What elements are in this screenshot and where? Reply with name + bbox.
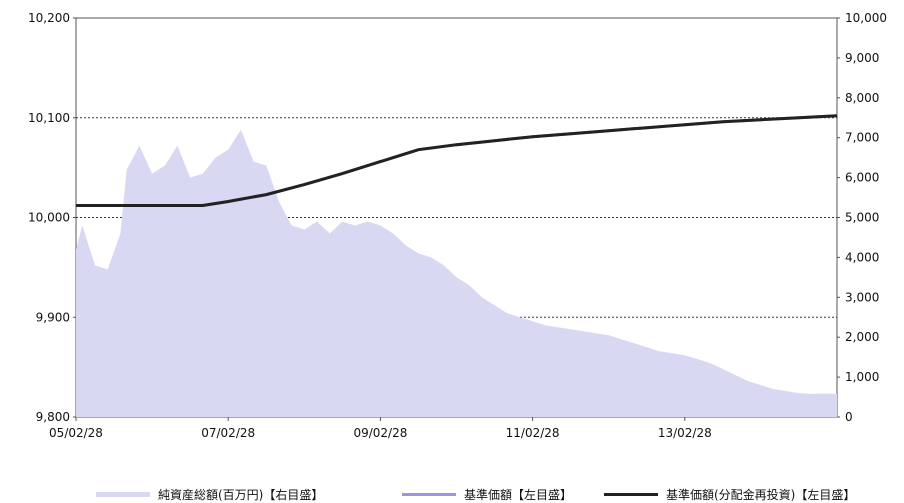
legend-swatch-area — [96, 491, 150, 497]
legend-label-net-assets: 純資産総額(百万円)【右目盛】 — [158, 487, 324, 502]
legend: 純資産総額(百万円)【右目盛】 基準価額【左目盛】 基準価額(分配金再投資)【左… — [0, 486, 904, 502]
legend-item-nav: 基準価額【左目盛】 — [402, 486, 572, 502]
right-axis-tick-label: 7,000 — [845, 131, 879, 145]
right-axis-tick-label: 8,000 — [845, 91, 879, 105]
left-axis-ticks: 9,800 9,900 10,000 10,100 10,200 — [28, 11, 76, 424]
series-net-assets-area — [76, 129, 837, 417]
series-nav-reinvested-line — [76, 114, 838, 207]
left-axis-tick-label: 10,000 — [28, 211, 70, 225]
right-axis-tick-label: 5,000 — [845, 211, 879, 225]
chart: 9,800 9,900 10,000 10,100 10,200 0 1,000 2,000… — [28, 11, 887, 440]
legend-label-nav: 基準価額【左目盛】 — [464, 487, 573, 502]
left-axis-tick-label: 9,900 — [36, 310, 70, 324]
left-axis-tick-label: 10,200 — [28, 11, 70, 25]
right-axis-tick-label: 2,000 — [845, 330, 879, 344]
right-axis-tick-label: 1,000 — [845, 370, 879, 384]
area-series-layer — [76, 129, 837, 417]
right-axis-tick-label: 9,000 — [845, 51, 879, 65]
x-axis-ticks: 05/02/28 07/02/28 09/02/28 11/02/28 13/02/28 — [49, 417, 712, 440]
line-series-layer — [76, 114, 838, 207]
legend-item-nav-reinvested: 基準価額(分配金再投資)【左目盛】 — [604, 486, 855, 502]
legend-item-net-assets: 純資産総額(百万円)【右目盛】 — [96, 486, 323, 502]
right-axis-tick-label: 10,000 — [845, 11, 887, 25]
right-axis-tick-label: 4,000 — [845, 250, 879, 264]
legend-swatch-nav-reinvested — [604, 492, 658, 496]
x-axis-tick-label: 07/02/28 — [201, 426, 255, 440]
x-axis-tick-label: 05/02/28 — [49, 426, 103, 440]
x-axis-tick-label: 13/02/28 — [658, 426, 712, 440]
x-axis-tick-label: 09/02/28 — [353, 426, 407, 440]
right-axis-tick-label: 6,000 — [845, 171, 879, 185]
legend-swatch-nav — [402, 492, 456, 496]
left-axis-tick-label: 10,100 — [28, 111, 70, 125]
x-axis-tick-label: 11/02/28 — [506, 426, 560, 440]
left-axis-tick-label: 9,800 — [36, 410, 70, 424]
legend-label-nav-reinvested: 基準価額(分配金再投資)【左目盛】 — [666, 487, 856, 502]
right-axis-tick-label: 3,000 — [845, 290, 879, 304]
right-axis-ticks: 0 1,000 2,000 3,000 4,000 5,000 6,000 7,000 8,00… — [837, 11, 887, 424]
right-axis-tick-label: 0 — [845, 410, 853, 424]
